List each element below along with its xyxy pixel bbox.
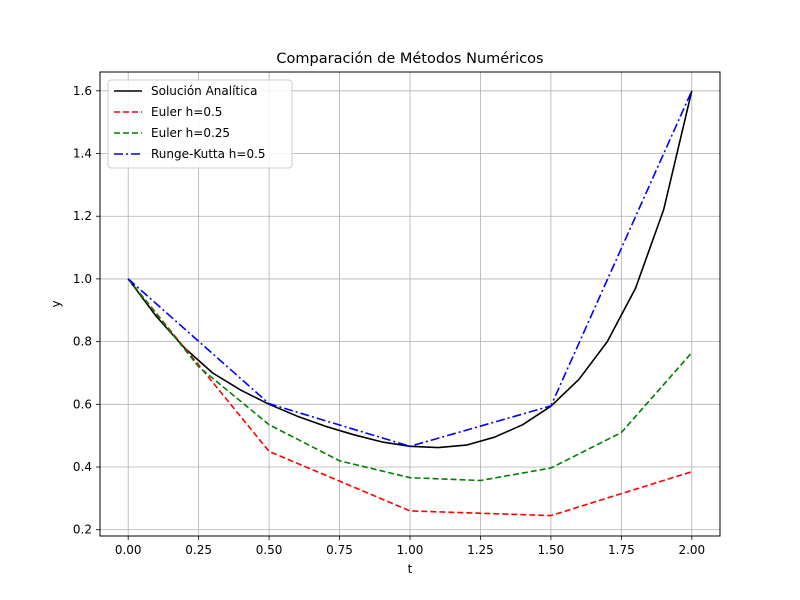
y-tick-label: 1.6 [73, 84, 92, 98]
legend-label: Euler h=0.5 [151, 105, 222, 119]
ticks: 0.00 0.25 0.50 0.75 1.00 1.25 1.50 1.75 2.00 0.2 0… [73, 84, 705, 557]
legend-box [107, 79, 293, 169]
chart-title: Comparación de Métodos Numéricos [276, 51, 543, 67]
x-tick-label: 1.75 [608, 543, 635, 557]
x-axis-label: t [408, 562, 413, 576]
x-tick-label: 0.00 [115, 543, 142, 557]
x-tick-label: 0.50 [256, 543, 283, 557]
y-tick-label: 0.4 [73, 460, 92, 474]
y-tick-label: 1.4 [73, 147, 92, 161]
y-axis-label: y [49, 300, 63, 307]
series-line-2 [127, 278, 693, 517]
x-tick-label: 1.25 [467, 543, 494, 557]
legend-label: Solución Analítica [151, 84, 257, 98]
y-tick-label: 1.2 [73, 209, 92, 223]
legend-label: Euler h=0.25 [151, 126, 230, 140]
x-tick-label: 1.00 [397, 543, 424, 557]
legend-label: Runge-Kutta h=0.5 [151, 147, 266, 161]
y-tick-label: 0.6 [73, 397, 92, 411]
x-tick-label: 2.00 [678, 543, 705, 557]
series-line-4 [127, 90, 693, 448]
y-tick-label: 1.0 [73, 272, 92, 286]
series-line-3 [127, 278, 693, 482]
legend: Solución Analítica Euler h=0.5 Euler h=0.2… [107, 79, 293, 169]
series-layer [127, 90, 693, 517]
y-tick-label: 0.8 [73, 335, 92, 349]
x-tick-label: 1.50 [538, 543, 565, 557]
y-tick-label: 0.2 [73, 523, 92, 537]
grid [100, 72, 720, 536]
x-tick-label: 0.75 [326, 543, 353, 557]
x-tick-label: 0.25 [185, 543, 212, 557]
